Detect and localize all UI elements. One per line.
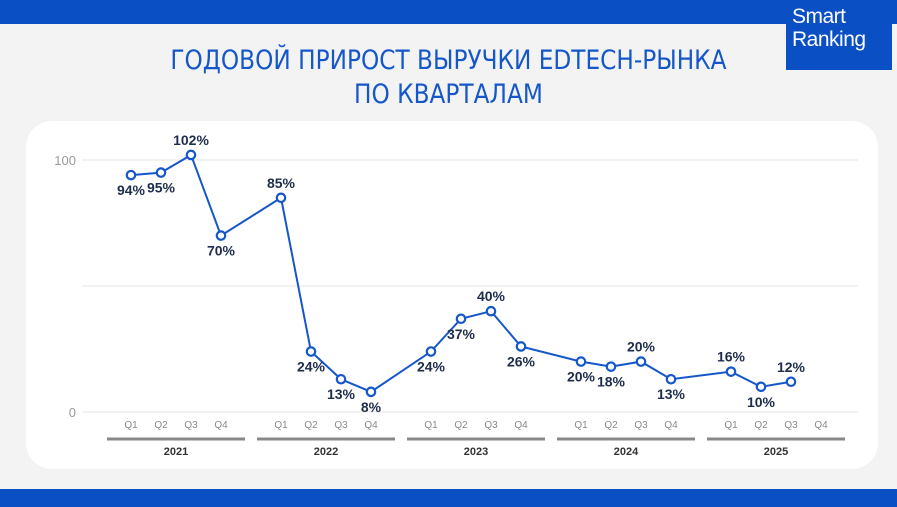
data-point <box>335 373 347 385</box>
year-label: 2023 <box>464 446 488 458</box>
data-point <box>275 192 287 204</box>
x-tick-label: Q3 <box>784 420 798 431</box>
y-tick-label: 100 <box>54 153 76 168</box>
data-point <box>785 376 797 388</box>
y-tick-label: 0 <box>69 405 76 420</box>
data-point <box>485 305 497 317</box>
x-tick-label: Q1 <box>124 420 138 431</box>
x-tick-label: Q3 <box>634 420 648 431</box>
data-point <box>455 313 467 325</box>
data-point <box>605 361 617 372</box>
data-label: 37% <box>447 326 476 342</box>
year-label: 2024 <box>614 446 639 458</box>
x-tick-label: Q3 <box>484 420 498 431</box>
brand-logo-line2: Ranking <box>792 28 866 51</box>
grid-lines <box>82 159 858 413</box>
x-tick-label: Q3 <box>184 420 198 431</box>
data-point <box>365 386 377 398</box>
data-label: 85% <box>267 175 296 191</box>
year-label: 2025 <box>764 446 788 458</box>
brand-logo: Smart Ranking <box>786 0 892 70</box>
x-tick-label: Q4 <box>214 420 228 431</box>
data-label: 102% <box>173 132 209 148</box>
data-point <box>155 167 167 178</box>
data-label: 24% <box>297 359 326 375</box>
data-points <box>125 149 797 398</box>
data-label: 20% <box>627 339 656 355</box>
data-point <box>425 346 437 357</box>
data-point <box>185 149 197 161</box>
data-label: 8% <box>361 399 382 415</box>
data-label: 18% <box>597 374 626 390</box>
data-point <box>515 341 527 352</box>
data-label: 40% <box>477 288 506 304</box>
data-label: 12% <box>777 359 806 375</box>
x-tick-label: Q3 <box>334 420 348 431</box>
data-label: 10% <box>747 394 776 410</box>
series-line <box>130 153 792 393</box>
x-tick-label: Q1 <box>724 420 738 431</box>
x-axis: Q1 Q2 Q3 Q4 2021 Q1 Q2 Q3 Q4 2022 Q1 Q2 Q3 Q4 2023 Q1 Q2… <box>107 420 845 458</box>
data-point <box>575 356 587 367</box>
top-accent-bar <box>0 0 897 24</box>
x-tick-label: Q1 <box>424 420 438 431</box>
x-tick-label: Q4 <box>514 420 528 431</box>
data-label: 70% <box>207 243 236 259</box>
data-point <box>635 356 647 367</box>
data-label: 24% <box>417 359 446 375</box>
data-point <box>755 381 767 393</box>
data-point <box>125 169 137 181</box>
x-tick-label: Q1 <box>574 420 588 431</box>
data-point <box>215 230 227 241</box>
x-tick-label: Q2 <box>754 420 768 431</box>
year-label: 2021 <box>164 446 188 458</box>
chart-subtitle: ПО КВАРТАЛАМ <box>353 79 543 110</box>
x-tick-label: Q2 <box>154 420 168 431</box>
data-label: 26% <box>507 353 536 369</box>
year-label: 2022 <box>314 446 338 458</box>
x-tick-label: Q1 <box>274 420 288 431</box>
data-point <box>725 366 737 377</box>
data-label: 95% <box>147 180 176 196</box>
x-tick-label: Q2 <box>604 420 618 431</box>
chart-title: ГОДОВОЙ ПРИРОСТ ВЫРУЧКИ EDTECH-РЫНКА <box>170 45 727 76</box>
chart-title-block: ГОДОВОЙ ПРИРОСТ ВЫРУЧКИ EDTECH-РЫНКА ПО … <box>63 44 834 112</box>
data-label: 13% <box>327 386 356 402</box>
bottom-accent-bar <box>0 489 897 507</box>
data-label: 16% <box>717 349 746 365</box>
data-labels: 94% 95%102%70%85%24%13%8%24%37%40%26%20% 1… <box>117 132 806 415</box>
brand-logo-line1: Smart <box>792 5 846 28</box>
x-tick-label: Q4 <box>814 420 828 431</box>
data-label: 13% <box>657 386 686 402</box>
data-label: 20% <box>567 369 596 385</box>
x-tick-label: Q4 <box>664 420 678 431</box>
data-label: 94% <box>117 182 146 198</box>
x-tick-label: Q4 <box>364 420 378 431</box>
y-tick-labels: 0 100 <box>54 153 76 420</box>
x-tick-label: Q2 <box>454 420 468 431</box>
data-point <box>305 346 317 357</box>
data-point <box>665 373 677 385</box>
x-tick-label: Q2 <box>304 420 318 431</box>
chart-card <box>26 121 878 469</box>
